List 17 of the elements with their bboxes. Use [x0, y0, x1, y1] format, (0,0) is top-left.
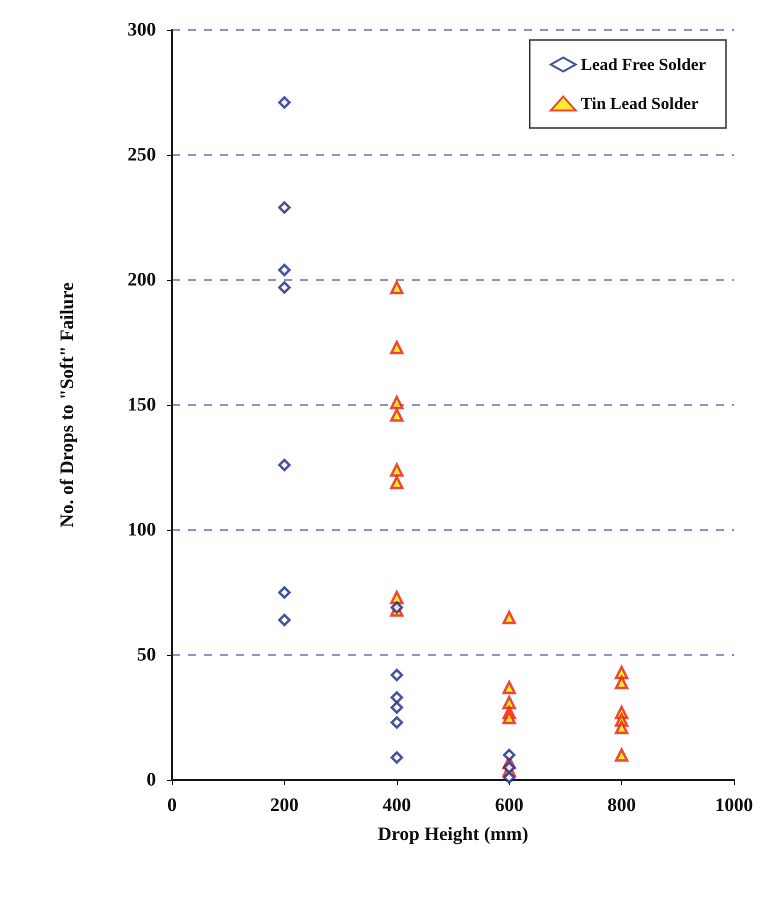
x-tick-label: 800 [607, 795, 636, 816]
x-axis-title: Drop Height (mm) [378, 824, 528, 845]
y-tick-label: 200 [128, 270, 156, 290]
y-axis-title: No. of Drops to "Soft" Failure [57, 282, 78, 528]
y-tick-label: 50 [137, 644, 156, 666]
x-tick-label: 0 [167, 795, 177, 816]
x-tick-label: 400 [382, 795, 412, 816]
legend-label: Tin Lead Solder [580, 94, 699, 113]
y-tick-label: 0 [146, 770, 156, 790]
legend-label: Lead Free Solder [580, 55, 706, 74]
x-tick-label: 600 [494, 795, 524, 816]
y-tick-label: 250 [128, 144, 156, 166]
y-tick-label: 150 [128, 394, 156, 416]
x-tick-label: 200 [270, 795, 299, 816]
y-tick-label: 300 [128, 20, 156, 40]
x-tick-label: 1000 [715, 795, 753, 816]
y-tick-label: 100 [128, 520, 156, 540]
